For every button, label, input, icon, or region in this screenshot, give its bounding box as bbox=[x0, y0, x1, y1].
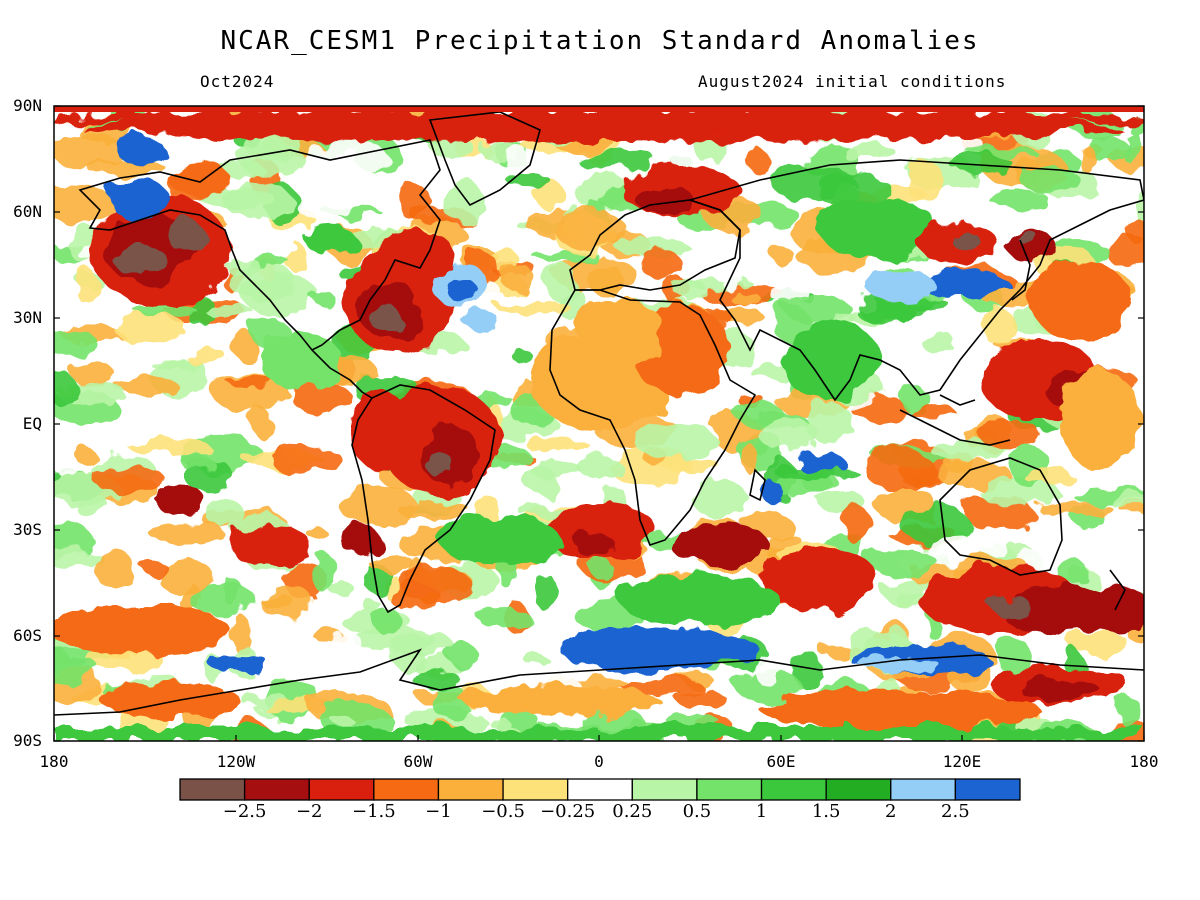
colorbar-label: −1 bbox=[425, 801, 452, 822]
lon-label: 60E bbox=[766, 752, 796, 771]
colorbar-swatch bbox=[243, 778, 310, 801]
colorbar-label: 1 bbox=[755, 801, 768, 822]
colorbar-label: −0.25 bbox=[540, 801, 596, 822]
lat-label: 30S bbox=[13, 520, 42, 539]
colorbar-label: −2.5 bbox=[222, 801, 267, 822]
colorbar-swatch bbox=[890, 778, 957, 801]
colorbar bbox=[179, 778, 1021, 801]
lat-label: 30N bbox=[13, 308, 42, 327]
colorbar-swatch bbox=[373, 778, 440, 801]
colorbar-swatch bbox=[308, 778, 375, 801]
forecast-month: Oct2024 bbox=[200, 72, 275, 91]
lon-label: 180 bbox=[39, 752, 69, 771]
colorbar-swatch bbox=[760, 778, 827, 801]
colorbar-swatch bbox=[567, 778, 633, 801]
colorbar-label: 1.5 bbox=[811, 801, 841, 822]
map-title: NCAR_CESM1 Precipitation Standard Anomal… bbox=[220, 26, 980, 56]
lat-label: 60N bbox=[13, 202, 42, 221]
lat-label: 90N bbox=[13, 96, 42, 115]
colorbar-swatch bbox=[502, 778, 569, 801]
colorbar-label: −0.5 bbox=[481, 801, 525, 822]
colorbar-label: −2 bbox=[295, 801, 323, 822]
lat-label: 90S bbox=[13, 731, 42, 750]
colorbar-swatch bbox=[631, 778, 698, 801]
lon-label: 0 bbox=[594, 752, 604, 771]
colorbar-swatch bbox=[825, 778, 892, 801]
anomaly-fields bbox=[54, 106, 1144, 741]
lon-label: 120W bbox=[216, 752, 256, 771]
colorbar-label: 0.5 bbox=[682, 801, 712, 822]
initial-conditions: August2024 initial conditions bbox=[698, 72, 1007, 91]
colorbar-swatch bbox=[696, 778, 763, 801]
colorbar-label: 2.5 bbox=[941, 801, 970, 822]
colorbar-label: 2 bbox=[885, 801, 897, 822]
lon-label: 120E bbox=[942, 752, 982, 771]
colorbar-label: −1.5 bbox=[351, 801, 396, 822]
lon-label: 60W bbox=[403, 752, 433, 771]
colorbar-label: 0.25 bbox=[612, 801, 653, 822]
lat-label: EQ bbox=[22, 414, 42, 433]
coastlines bbox=[54, 111, 1144, 716]
lon-label: 180 bbox=[1129, 752, 1159, 771]
colorbar-swatch bbox=[179, 778, 246, 801]
lat-label: 60S bbox=[13, 626, 42, 645]
colorbar-swatch bbox=[954, 778, 1021, 801]
colorbar-swatch bbox=[437, 778, 504, 801]
